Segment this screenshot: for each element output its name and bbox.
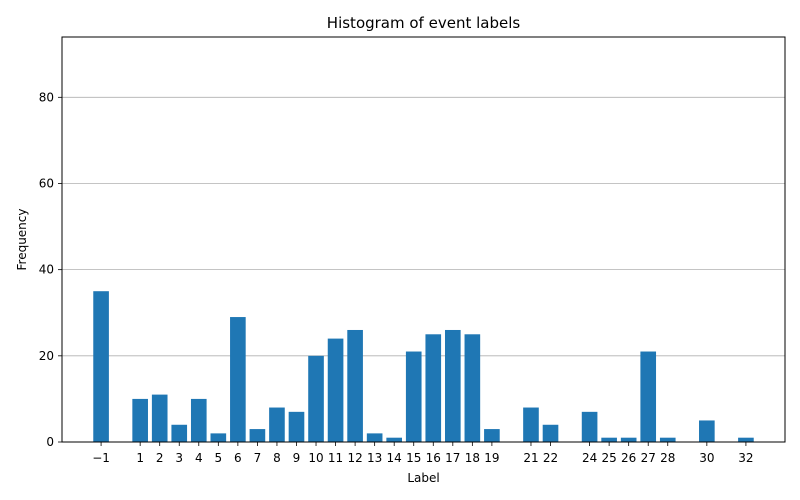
bar xyxy=(444,329,461,442)
x-tick-label: 15 xyxy=(406,451,421,465)
x-tick-label: 2 xyxy=(156,451,164,465)
bar xyxy=(327,338,344,442)
x-tick-label: 24 xyxy=(582,451,597,465)
x-tick-label: 28 xyxy=(660,451,675,465)
x-tick-label: 18 xyxy=(465,451,480,465)
x-tick-label: 21 xyxy=(523,451,538,465)
x-tick-label: 17 xyxy=(445,451,460,465)
x-tick-label: 6 xyxy=(234,451,242,465)
bar xyxy=(484,429,500,442)
bar xyxy=(269,407,285,442)
y-axis-label: Frequency xyxy=(15,209,29,271)
bar xyxy=(601,437,617,442)
bar xyxy=(190,398,207,442)
x-tick-label: 26 xyxy=(621,451,636,465)
bar xyxy=(405,351,422,442)
x-tick-label: 12 xyxy=(347,451,362,465)
x-tick-label: 32 xyxy=(738,451,753,465)
y-tick-label: 20 xyxy=(39,349,54,363)
x-tick-label: 13 xyxy=(367,451,382,465)
x-tick-label: 11 xyxy=(328,451,343,465)
x-tick-label: −1 xyxy=(92,451,110,465)
x-tick-label: 19 xyxy=(484,451,499,465)
x-tick-label: 16 xyxy=(426,451,441,465)
x-tick-label: 3 xyxy=(175,451,183,465)
bar xyxy=(699,420,715,442)
bar xyxy=(738,437,754,442)
x-tick-label: 14 xyxy=(387,451,402,465)
x-axis: −1 1 2 3 4 5 6 7 8 9 10 11 12 13 14 15 16 17 18 19 21 22 24 25 2… xyxy=(92,442,754,465)
x-tick-label: 7 xyxy=(254,451,262,465)
bar xyxy=(249,429,266,442)
bar xyxy=(171,424,188,442)
x-tick-label: 1 xyxy=(136,451,144,465)
bar xyxy=(347,329,363,442)
y-axis: 0 20 40 60 80 xyxy=(39,90,62,449)
bar xyxy=(210,433,227,442)
y-tick-label: 0 xyxy=(46,435,54,449)
x-tick-label: 5 xyxy=(215,451,223,465)
y-tick-label: 80 xyxy=(39,90,54,104)
bar xyxy=(581,411,598,442)
bar xyxy=(288,411,305,442)
bar xyxy=(542,424,559,442)
bar xyxy=(308,355,324,442)
bar xyxy=(425,334,442,442)
y-tick-label: 60 xyxy=(39,176,54,190)
bar xyxy=(659,437,676,442)
chart-title: Histogram of event labels xyxy=(327,14,521,32)
x-tick-label: 30 xyxy=(699,451,714,465)
x-tick-label: 10 xyxy=(308,451,323,465)
bar xyxy=(386,437,403,442)
bar xyxy=(523,407,539,442)
x-tick-label: 8 xyxy=(273,451,281,465)
plot-frame xyxy=(61,36,786,443)
x-tick-label: 9 xyxy=(293,451,301,465)
bars xyxy=(93,291,754,442)
x-tick-label: 27 xyxy=(641,451,656,465)
x-tick-label: 22 xyxy=(543,451,558,465)
bar xyxy=(230,317,246,442)
x-axis-label: Label xyxy=(407,471,439,485)
grid-lines xyxy=(62,96,785,357)
bar xyxy=(151,394,168,442)
bar xyxy=(464,334,481,442)
bar xyxy=(132,398,148,442)
y-tick-label: 40 xyxy=(39,263,54,277)
x-tick-label: 25 xyxy=(601,451,616,465)
bar xyxy=(366,433,383,442)
bar xyxy=(640,351,657,442)
bar xyxy=(620,437,637,442)
x-tick-label: 4 xyxy=(195,451,203,465)
bar xyxy=(93,291,109,442)
